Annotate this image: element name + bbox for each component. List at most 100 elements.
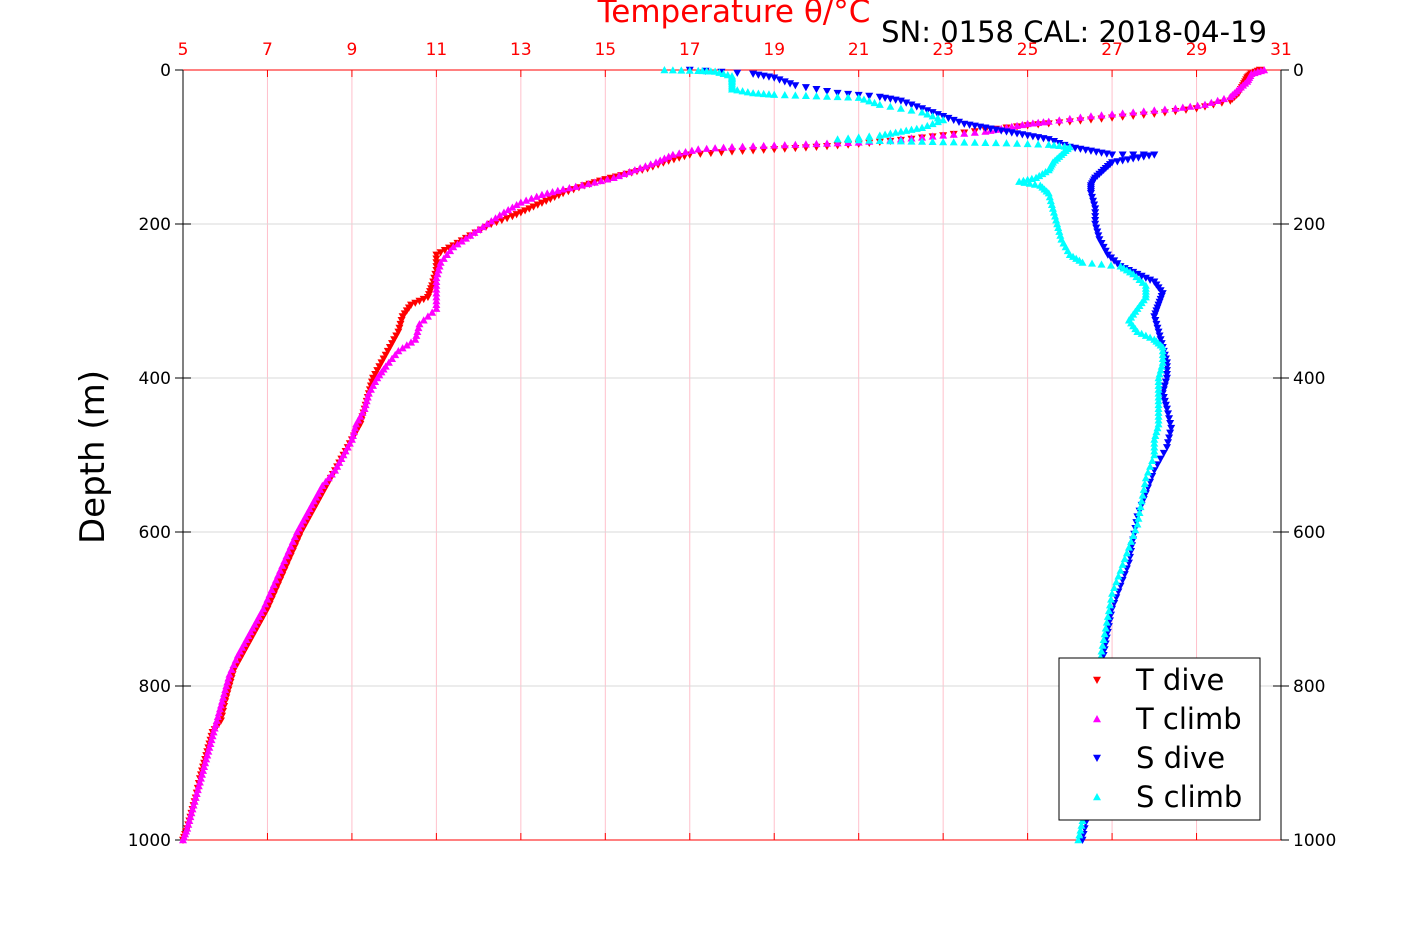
series-t-climb bbox=[179, 66, 1269, 844]
data-point bbox=[1154, 381, 1163, 389]
data-point bbox=[504, 205, 513, 214]
data-point bbox=[193, 785, 202, 794]
data-point bbox=[641, 162, 650, 170]
data-point bbox=[190, 797, 199, 805]
data-point bbox=[907, 137, 916, 145]
data-point bbox=[384, 358, 393, 366]
data-point bbox=[532, 192, 541, 200]
data-point bbox=[702, 144, 711, 152]
data-point bbox=[1154, 377, 1163, 386]
data-point bbox=[886, 129, 895, 137]
data-point bbox=[188, 805, 197, 813]
data-point bbox=[896, 104, 905, 112]
data-point bbox=[565, 184, 574, 192]
y-axis-label: Depth (m) bbox=[73, 370, 113, 544]
x-tick-label: 11 bbox=[426, 40, 448, 60]
data-point bbox=[1013, 139, 1022, 147]
data-point bbox=[823, 139, 832, 147]
data-point bbox=[274, 581, 283, 589]
serial-calibration-label: SN: 0158 CAL: 2018-04-19 bbox=[881, 15, 1267, 49]
y-tick-label-right: 1000 bbox=[1293, 831, 1336, 851]
data-point bbox=[286, 552, 295, 561]
data-point bbox=[865, 132, 874, 140]
data-point bbox=[1156, 366, 1165, 374]
data-point bbox=[361, 400, 370, 409]
data-point bbox=[432, 255, 441, 263]
data-point bbox=[432, 297, 441, 305]
data-point bbox=[187, 809, 196, 817]
data-point bbox=[949, 116, 958, 125]
data-point bbox=[923, 110, 932, 118]
data-point bbox=[288, 548, 297, 556]
data-point bbox=[553, 186, 562, 194]
data-point bbox=[823, 92, 832, 100]
data-point bbox=[439, 254, 448, 262]
data-point bbox=[1074, 836, 1083, 844]
data-point bbox=[218, 697, 227, 705]
data-point bbox=[1034, 140, 1043, 148]
data-point bbox=[1013, 121, 1022, 130]
data-point bbox=[1100, 630, 1109, 638]
data-point bbox=[907, 125, 916, 133]
x-tick-label: 7 bbox=[262, 40, 273, 60]
legend-label: S climb bbox=[1136, 780, 1242, 814]
y-tick-label-left: 0 bbox=[160, 61, 171, 81]
data-point bbox=[1219, 94, 1228, 103]
data-point bbox=[728, 148, 736, 156]
x-tick-label: 5 bbox=[178, 40, 189, 60]
data-point bbox=[276, 576, 285, 585]
data-point bbox=[875, 100, 884, 108]
data-point bbox=[578, 181, 587, 189]
data-point bbox=[854, 136, 863, 144]
data-point bbox=[445, 244, 454, 252]
data-point bbox=[1129, 108, 1138, 116]
data-point bbox=[1213, 96, 1222, 104]
data-point bbox=[1007, 122, 1016, 130]
data-point bbox=[1141, 474, 1150, 482]
data-point bbox=[263, 605, 272, 613]
data-point bbox=[865, 136, 874, 144]
data-point bbox=[280, 567, 289, 575]
legend-marker bbox=[1093, 793, 1101, 801]
data-point bbox=[1162, 444, 1171, 452]
data-point bbox=[1095, 236, 1104, 244]
data-point bbox=[546, 195, 555, 203]
data-point bbox=[1105, 601, 1114, 609]
data-point bbox=[207, 735, 216, 744]
data-point bbox=[185, 816, 194, 824]
data-point bbox=[949, 138, 958, 146]
data-point bbox=[1167, 424, 1176, 433]
data-point bbox=[1153, 324, 1162, 332]
data-point bbox=[1160, 105, 1169, 113]
data-point bbox=[373, 367, 382, 375]
data-point bbox=[1098, 641, 1107, 649]
data-point bbox=[1097, 111, 1106, 119]
data-point bbox=[466, 231, 475, 239]
legend: T dive T climb S dive S climb bbox=[1058, 657, 1261, 821]
data-point bbox=[1091, 220, 1100, 228]
data-point bbox=[503, 215, 512, 223]
data-point bbox=[284, 557, 293, 565]
data-point bbox=[960, 138, 969, 146]
data-point bbox=[265, 600, 274, 609]
legend-marker bbox=[1093, 754, 1101, 762]
x-tick-label: 13 bbox=[510, 40, 532, 60]
data-point bbox=[1154, 389, 1163, 397]
legend-label: T climb bbox=[1135, 702, 1242, 736]
data-point bbox=[933, 114, 942, 122]
data-point bbox=[487, 217, 496, 225]
data-point bbox=[770, 141, 779, 149]
data-point bbox=[1154, 393, 1163, 401]
data-point bbox=[423, 312, 432, 320]
data-point bbox=[198, 770, 207, 778]
data-point bbox=[436, 258, 445, 266]
data-point bbox=[375, 363, 384, 371]
data-point bbox=[215, 705, 224, 713]
data-point bbox=[1078, 836, 1087, 844]
data-point bbox=[363, 393, 372, 401]
data-point bbox=[770, 90, 779, 98]
data-point bbox=[201, 759, 210, 767]
data-point bbox=[1110, 583, 1119, 592]
data-point bbox=[217, 701, 226, 709]
data-point bbox=[738, 142, 747, 150]
